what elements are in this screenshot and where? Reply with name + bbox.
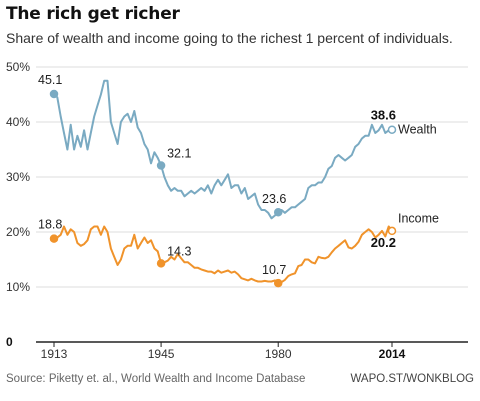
y-tick-label: 50% (6, 60, 30, 74)
y-tick-label: 20% (6, 225, 30, 239)
data-label-income-1945: 14.3 (167, 244, 191, 258)
y-tick-label: 30% (6, 170, 30, 184)
x-tick-label: 1945 (148, 347, 175, 361)
marker-wealth-1945 (156, 161, 166, 170)
x-tick-label: 1913 (41, 347, 68, 361)
data-label-wealth-1980: 23.6 (262, 192, 286, 206)
credit-note: WAPO.ST/WONKBLOG (350, 373, 474, 385)
marker-wealth-2014 (387, 125, 397, 134)
data-label-income-1913: 18.8 (38, 218, 62, 232)
data-label-wealth-1945: 32.1 (167, 146, 191, 160)
marker-income-2014 (387, 226, 397, 236)
chart-title: The rich get richer (6, 4, 180, 24)
marker-income-1945 (156, 259, 166, 268)
x-tick-label: 2014 (379, 347, 406, 361)
series-label-income: Income (398, 211, 439, 225)
y-tick-label: 10% (6, 280, 30, 294)
y-tick-label: 40% (6, 115, 30, 129)
source-note: Source: Piketty et. al., World Wealth an… (6, 373, 306, 385)
marker-wealth-1913 (49, 89, 59, 99)
data-label-wealth-1913: 45.1 (38, 73, 62, 87)
marker-income-1980 (273, 278, 283, 288)
x-tick-label: 1980 (265, 347, 292, 361)
series-label-wealth: Wealth (398, 123, 437, 137)
data-label-income-2014: 20.2 (371, 235, 396, 250)
marker-wealth-1980 (273, 207, 283, 217)
chart-subtitle: Share of wealth and income going to the … (6, 30, 453, 46)
y-tick-label: 0 (6, 335, 13, 349)
series-line-wealth (53, 79, 393, 220)
marker-income-1913 (49, 234, 59, 243)
data-label-income-1980: 10.7 (262, 263, 286, 277)
series-line-income (53, 225, 393, 285)
data-label-wealth-2014: 38.6 (371, 108, 396, 123)
